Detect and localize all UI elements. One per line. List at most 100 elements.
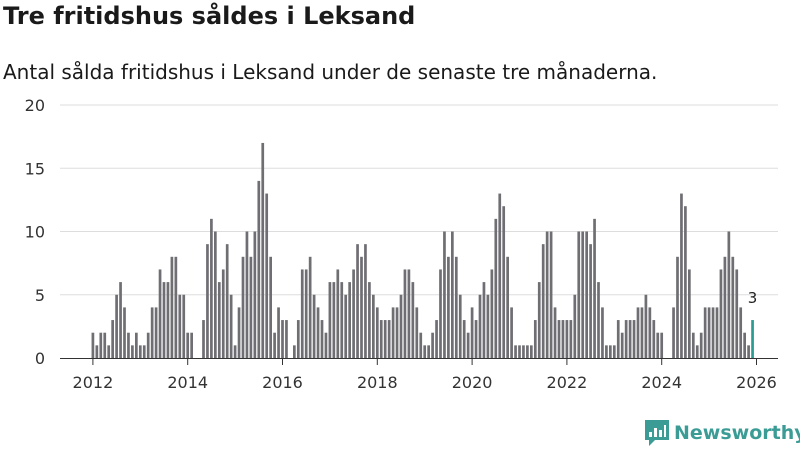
bar [265,193,269,358]
bar [585,231,588,358]
x-tick-label: 2014 [167,373,208,392]
bar [273,332,276,358]
bar [494,218,498,358]
bar [296,320,300,358]
bar [581,231,585,358]
bar [601,307,604,358]
bar [707,307,711,358]
bar [605,345,608,358]
y-tick-label: 20 [25,96,45,115]
bar [277,307,280,358]
bar [632,320,636,358]
last-value-label: 3 [748,289,758,307]
bar-highlight [751,320,754,358]
bar [644,294,648,358]
bar [320,320,324,358]
bar [439,269,442,358]
bar [123,307,126,358]
bar [399,294,403,358]
bar [328,282,332,358]
bar [395,307,399,358]
bar [443,231,446,358]
x-tick-label: 2012 [73,373,114,392]
x-tick-label: 2020 [452,373,493,392]
bar [257,180,261,358]
bar [743,332,746,358]
bar [482,282,486,358]
bar [723,256,727,358]
x-tick-label: 2016 [262,373,303,392]
brand-name: Newsworthy [674,422,800,444]
bar [364,244,367,358]
bar [403,269,407,358]
brand-logo[interactable]: Newsworthy [645,420,800,446]
bar [115,294,118,358]
bar [462,320,466,358]
bar [170,256,174,358]
bar [383,320,387,358]
x-tick-label: 2022 [547,373,588,392]
bar [454,256,458,358]
newsworthy-logo-icon [645,420,669,446]
bar [526,345,529,358]
bar [229,294,233,358]
bar [174,256,178,358]
bar [747,345,750,358]
bar [91,332,95,358]
bar [648,307,652,358]
bar [352,269,355,358]
bar [735,269,739,358]
bar [518,345,521,358]
bar [182,294,186,358]
bar [557,320,561,358]
bar [411,282,415,358]
bar [387,320,391,358]
bar [221,269,225,358]
bar [131,345,134,358]
bar [530,345,533,358]
bar [300,269,304,358]
bar [624,320,628,358]
bar [510,307,513,358]
bar [312,294,316,358]
bar [233,345,237,358]
bar [569,320,573,358]
bar [375,307,379,358]
x-tick-label: 2026 [736,373,777,392]
bar [636,307,640,358]
bar [281,320,284,358]
bar [565,320,569,358]
bar [703,307,707,358]
bar [514,345,517,358]
bar [447,256,450,358]
bar [612,345,616,358]
bar [427,345,430,358]
bar [715,307,719,358]
bar [249,256,253,358]
bar [138,345,142,358]
bar [186,332,190,358]
bar [107,345,111,358]
bar [190,332,193,358]
bar [202,320,205,358]
bar [711,307,715,358]
bar [597,282,600,358]
bar [549,231,553,358]
bar [178,294,182,358]
bar [640,307,644,358]
bar [691,332,695,358]
bar [419,332,423,358]
bar [127,332,130,358]
bar [739,307,743,358]
bar [407,269,411,358]
bar [166,282,170,358]
bar [245,231,249,358]
bar [435,320,438,358]
bar [589,244,592,358]
x-tick-label: 2024 [641,373,682,392]
bar [727,231,731,358]
x-tick-label: 2018 [357,373,398,392]
bar [150,307,154,358]
bar [158,269,162,358]
